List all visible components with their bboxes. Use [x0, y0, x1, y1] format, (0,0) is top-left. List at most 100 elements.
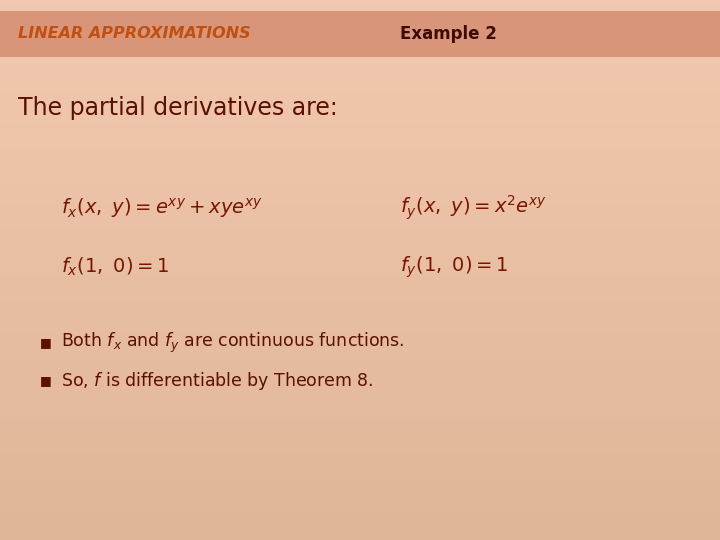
- Bar: [0, 302, 720, 308]
- Bar: [0, 297, 720, 302]
- Bar: [0, 32, 720, 38]
- Bar: [0, 454, 720, 459]
- Text: ■: ■: [40, 374, 51, 387]
- Bar: [0, 167, 720, 173]
- Bar: [0, 292, 720, 297]
- Bar: [0, 157, 720, 162]
- Bar: [0, 70, 720, 76]
- Bar: [0, 329, 720, 335]
- Bar: [0, 335, 720, 340]
- Bar: [0, 194, 720, 200]
- Bar: [0, 486, 720, 491]
- Bar: [0, 416, 720, 421]
- Bar: [0, 81, 720, 86]
- Bar: [0, 16, 720, 22]
- Bar: [0, 421, 720, 427]
- Bar: [0, 286, 720, 292]
- Bar: [0, 378, 720, 383]
- Bar: [0, 340, 720, 346]
- Bar: [0, 49, 720, 54]
- Bar: [0, 373, 720, 378]
- Bar: [0, 113, 720, 119]
- Bar: [0, 427, 720, 432]
- Bar: [0, 200, 720, 205]
- Bar: [0, 119, 720, 124]
- Bar: [0, 502, 720, 508]
- Bar: [0, 383, 720, 389]
- Bar: [0, 464, 720, 470]
- Bar: [0, 432, 720, 437]
- Bar: [0, 410, 720, 416]
- Bar: [0, 221, 720, 227]
- Bar: [0, 248, 720, 254]
- Bar: [0, 43, 720, 49]
- Bar: [0, 518, 720, 524]
- Bar: [0, 27, 720, 32]
- Bar: [0, 351, 720, 356]
- Bar: [0, 265, 720, 270]
- Bar: [0, 238, 720, 243]
- Bar: [0, 459, 720, 464]
- Bar: [0, 400, 720, 405]
- Bar: [0, 38, 720, 43]
- Text: LINEAR APPROXIMATIONS: LINEAR APPROXIMATIONS: [18, 26, 251, 41]
- Bar: [0, 313, 720, 319]
- Bar: [0, 146, 720, 151]
- Bar: [0, 151, 720, 157]
- Bar: [0, 405, 720, 410]
- Text: $f_x(1,\ 0) = 1$: $f_x(1,\ 0) = 1$: [61, 256, 170, 279]
- Bar: [0, 205, 720, 211]
- Bar: [0, 243, 720, 248]
- Bar: [0, 103, 720, 108]
- Bar: [0, 529, 720, 535]
- Text: $f_y(1,\ 0) = 1$: $f_y(1,\ 0) = 1$: [400, 254, 508, 280]
- Bar: [0, 0, 720, 5]
- Bar: [0, 448, 720, 454]
- Bar: [0, 508, 720, 513]
- Bar: [0, 184, 720, 189]
- Bar: [0, 162, 720, 167]
- Bar: [0, 76, 720, 81]
- Bar: [0, 211, 720, 216]
- Bar: [0, 389, 720, 394]
- Bar: [0, 5, 720, 11]
- Bar: [0, 178, 720, 184]
- Bar: [0, 481, 720, 486]
- Bar: [0, 65, 720, 70]
- Bar: [0, 92, 720, 97]
- Bar: [0, 497, 720, 502]
- Bar: [0, 275, 720, 281]
- Bar: [0, 108, 720, 113]
- Text: $f_y(x,\ y) = x^2e^{xy}$: $f_y(x,\ y) = x^2e^{xy}$: [400, 194, 546, 222]
- Bar: [0, 86, 720, 92]
- Text: The partial derivatives are:: The partial derivatives are:: [18, 96, 338, 120]
- Bar: [0, 54, 720, 59]
- Bar: [0, 281, 720, 286]
- Bar: [0, 491, 720, 497]
- Bar: [0, 362, 720, 367]
- Bar: [0, 130, 720, 135]
- Bar: [0, 11, 720, 16]
- Bar: [0, 259, 720, 265]
- Bar: [0, 216, 720, 221]
- Bar: [0, 227, 720, 232]
- FancyBboxPatch shape: [0, 11, 720, 57]
- Bar: [0, 394, 720, 400]
- Bar: [0, 535, 720, 540]
- Bar: [0, 324, 720, 329]
- Bar: [0, 254, 720, 259]
- Bar: [0, 140, 720, 146]
- Bar: [0, 475, 720, 481]
- Bar: [0, 524, 720, 529]
- Bar: [0, 270, 720, 275]
- Bar: [0, 135, 720, 140]
- Text: Example 2: Example 2: [400, 25, 497, 43]
- Bar: [0, 124, 720, 130]
- Text: ■: ■: [40, 336, 51, 349]
- Bar: [0, 367, 720, 373]
- Bar: [0, 356, 720, 362]
- Text: $f_x(x,\ y) = e^{xy} + xye^{xy}$: $f_x(x,\ y) = e^{xy} + xye^{xy}$: [61, 196, 263, 220]
- Text: So, $f$ is differentiable by Theorem 8.: So, $f$ is differentiable by Theorem 8.: [61, 370, 374, 392]
- Bar: [0, 308, 720, 313]
- Bar: [0, 232, 720, 238]
